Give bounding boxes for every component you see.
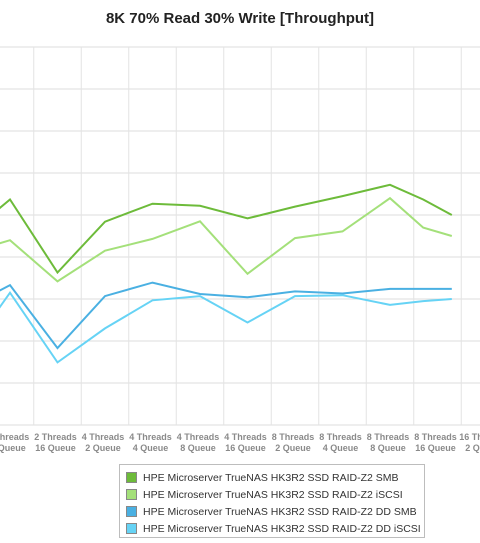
legend: HPE Microserver TrueNAS HK3R2 SSD RAID-Z… — [119, 464, 425, 538]
legend-label: HPE Microserver TrueNAS HK3R2 SSD RAID-Z… — [143, 471, 399, 484]
legend-label: HPE Microserver TrueNAS HK3R2 SSD RAID-Z… — [143, 488, 403, 501]
series-line-4 — [0, 290, 452, 364]
x-tick-label: 4 Threads 2 Queue — [82, 432, 125, 453]
chart-title: 8K 70% Read 30% Write [Throughput] — [105, 10, 375, 27]
series-line-1 — [0, 183, 453, 275]
grid — [0, 46, 480, 426]
x-tick-label: 4 Threads 16 Queue — [224, 432, 267, 453]
legend-label: HPE Microserver TrueNAS HK3R2 SSD RAID-Z… — [143, 505, 417, 518]
x-tick-label: 8 Threads 2 Queue — [272, 432, 315, 453]
x-tick-label: 8 Threads 16 Queue — [414, 432, 457, 453]
legend-item: HPE Microserver TrueNAS HK3R2 SSD RAID-Z… — [126, 469, 424, 486]
legend-item: HPE Microserver TrueNAS HK3R2 SSD RAID-Z… — [126, 486, 424, 503]
x-tick-label: 8 Threads 8 Queue — [367, 432, 410, 453]
x-tick-label: 8 Threads 4 Queue — [319, 432, 362, 453]
x-tick-label: 4 Threads 4 Queue — [129, 432, 172, 453]
legend-label: HPE Microserver TrueNAS HK3R2 SSD RAID-Z… — [143, 522, 421, 535]
series-lines — [0, 183, 453, 364]
legend-item: HPE Microserver TrueNAS HK3R2 SSD RAID-Z… — [126, 503, 424, 520]
legend-item: HPE Microserver TrueNAS HK3R2 SSD RAID-Z… — [126, 520, 424, 537]
x-tick-label: 4 Threads 8 Queue — [177, 432, 220, 453]
series-line-3 — [0, 281, 452, 350]
legend-swatch — [126, 506, 137, 517]
x-tick-label: 2 Threads 16 Queue — [34, 432, 77, 453]
legend-swatch — [126, 472, 137, 483]
legend-swatch — [126, 523, 137, 534]
legend-swatch — [126, 489, 137, 500]
series-line-2 — [0, 196, 453, 283]
